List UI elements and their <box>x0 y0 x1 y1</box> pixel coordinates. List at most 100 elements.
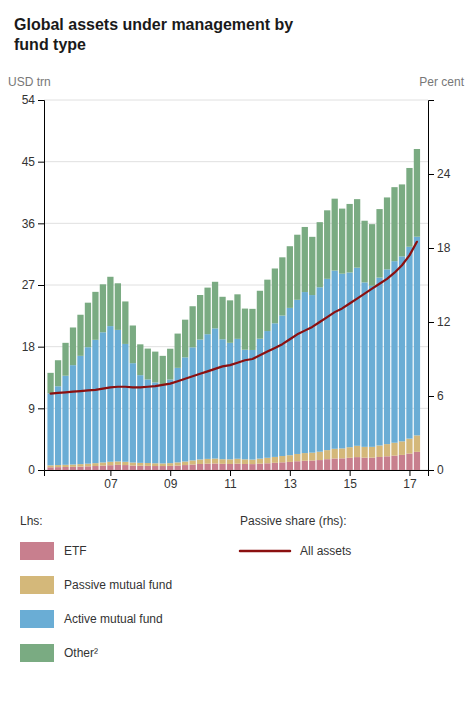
legend-swatch <box>20 610 54 628</box>
bar <box>242 464 248 470</box>
bar <box>115 283 121 330</box>
bar <box>369 286 375 447</box>
bar <box>309 237 315 295</box>
bar <box>70 465 76 467</box>
bar <box>122 465 128 470</box>
bar <box>406 168 412 247</box>
bar <box>294 300 300 454</box>
bar <box>145 349 151 380</box>
bar <box>324 279 330 450</box>
bar <box>137 466 143 470</box>
bar <box>242 309 248 350</box>
bar <box>272 463 278 470</box>
bar <box>204 464 210 470</box>
bar <box>197 295 203 340</box>
bar <box>130 466 136 470</box>
legend-label: Passive mutual fund <box>64 578 172 592</box>
bar <box>219 339 225 459</box>
tick-mark <box>350 470 351 476</box>
bar <box>197 340 203 460</box>
bar <box>234 339 240 459</box>
bar <box>399 441 405 455</box>
tick-label: 45 <box>22 155 36 169</box>
bar <box>384 197 390 269</box>
grid <box>44 100 428 470</box>
tick-mark <box>428 174 434 175</box>
bar <box>391 187 397 261</box>
bar <box>324 210 330 279</box>
tick-mark <box>428 470 434 471</box>
bar <box>317 287 323 451</box>
bar <box>279 316 285 456</box>
tick-label: 15 <box>343 477 357 491</box>
bar <box>294 461 300 470</box>
legend-swatch <box>20 576 54 594</box>
bar <box>227 464 233 470</box>
bar <box>264 280 270 331</box>
bar <box>55 467 61 470</box>
bar <box>272 457 278 463</box>
bar <box>257 459 263 464</box>
bar <box>182 465 188 470</box>
bar <box>287 455 293 462</box>
tick: 9 <box>28 402 44 416</box>
legend-label: All assets <box>300 544 351 558</box>
tick-mark <box>170 470 171 476</box>
tick-label: 13 <box>284 477 298 491</box>
y2-axis: 06121824 <box>428 101 451 478</box>
tick: 17 <box>403 470 417 491</box>
bar <box>47 467 53 470</box>
chart: Global assets under management byfund ty… <box>0 0 472 718</box>
bar <box>152 352 158 383</box>
bar <box>369 447 375 458</box>
bar <box>369 224 375 286</box>
bar-series <box>47 149 420 393</box>
bar <box>175 334 181 368</box>
tick: 18 <box>428 241 451 255</box>
tick-label: 6 <box>437 389 444 403</box>
bar <box>212 282 218 329</box>
bar <box>100 462 106 465</box>
tick: 0 <box>28 463 44 477</box>
bar <box>302 453 308 461</box>
bar <box>324 459 330 470</box>
legend-label: Active mutual fund <box>64 612 163 626</box>
bar <box>279 456 285 462</box>
bar <box>257 291 263 339</box>
bar <box>85 464 91 467</box>
bar <box>324 450 330 459</box>
bar <box>160 385 166 464</box>
tick-mark <box>290 470 291 476</box>
tick-label: 36 <box>22 217 36 231</box>
legend-header: Passive share (rhs): <box>240 514 347 528</box>
line <box>51 242 417 394</box>
bar <box>384 269 390 444</box>
tick-mark <box>38 223 44 224</box>
grid-line <box>44 223 428 224</box>
bar <box>249 309 255 350</box>
axis-line <box>429 101 435 471</box>
legend-swatch <box>240 550 290 553</box>
bar <box>92 292 98 340</box>
bar <box>361 282 367 446</box>
tick-mark <box>38 285 44 286</box>
tick-mark <box>428 248 434 249</box>
bar <box>92 463 98 466</box>
bar <box>279 257 285 315</box>
bar <box>100 332 106 462</box>
bar <box>70 365 76 464</box>
bar <box>406 247 412 439</box>
bar <box>85 303 91 348</box>
bar <box>391 443 397 456</box>
bar <box>182 462 188 466</box>
bar <box>234 459 240 464</box>
tick-label: 12 <box>437 315 451 329</box>
bar <box>279 462 285 470</box>
bar <box>376 445 382 457</box>
bar <box>354 268 360 446</box>
plot-area <box>47 149 420 470</box>
bar <box>167 463 173 466</box>
bar <box>70 467 76 470</box>
bar <box>145 379 151 463</box>
bar <box>160 466 166 470</box>
